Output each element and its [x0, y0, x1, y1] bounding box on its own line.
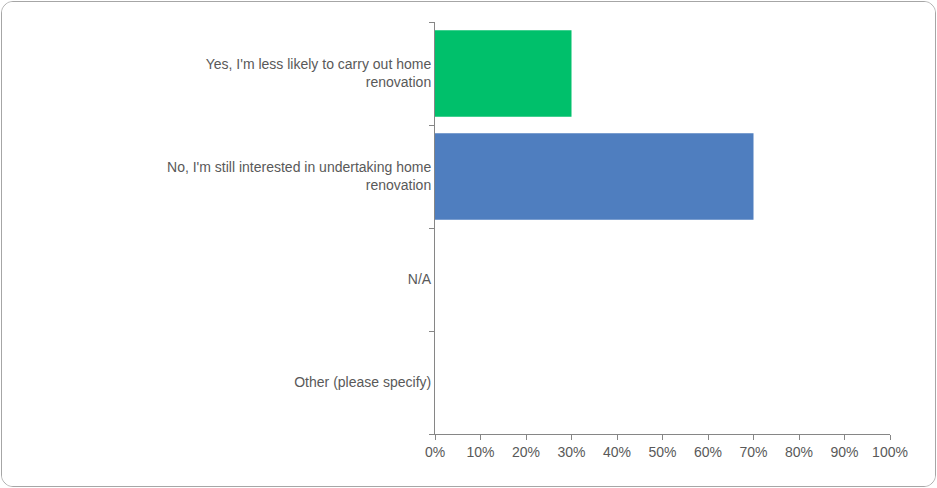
svg-text:10%: 10%	[466, 444, 494, 460]
svg-text:60%: 60%	[694, 444, 722, 460]
svg-text:90%: 90%	[830, 444, 858, 460]
svg-text:Other (please specify): Other (please specify)	[294, 374, 431, 390]
svg-text:80%: 80%	[785, 444, 813, 460]
svg-text:40%: 40%	[603, 444, 631, 460]
svg-text:0%: 0%	[425, 444, 445, 460]
svg-text:50%: 50%	[648, 444, 676, 460]
svg-text:20%: 20%	[512, 444, 540, 460]
svg-text:No, I'm still interested in un: No, I'm still interested in undertaking …	[167, 159, 431, 193]
svg-text:70%: 70%	[739, 444, 767, 460]
svg-text:Yes, I'm less likely to carry: Yes, I'm less likely to carry out homere…	[206, 56, 432, 90]
svg-text:100%: 100%	[872, 444, 908, 460]
svg-text:N/A: N/A	[408, 271, 432, 287]
svg-text:30%: 30%	[557, 444, 585, 460]
